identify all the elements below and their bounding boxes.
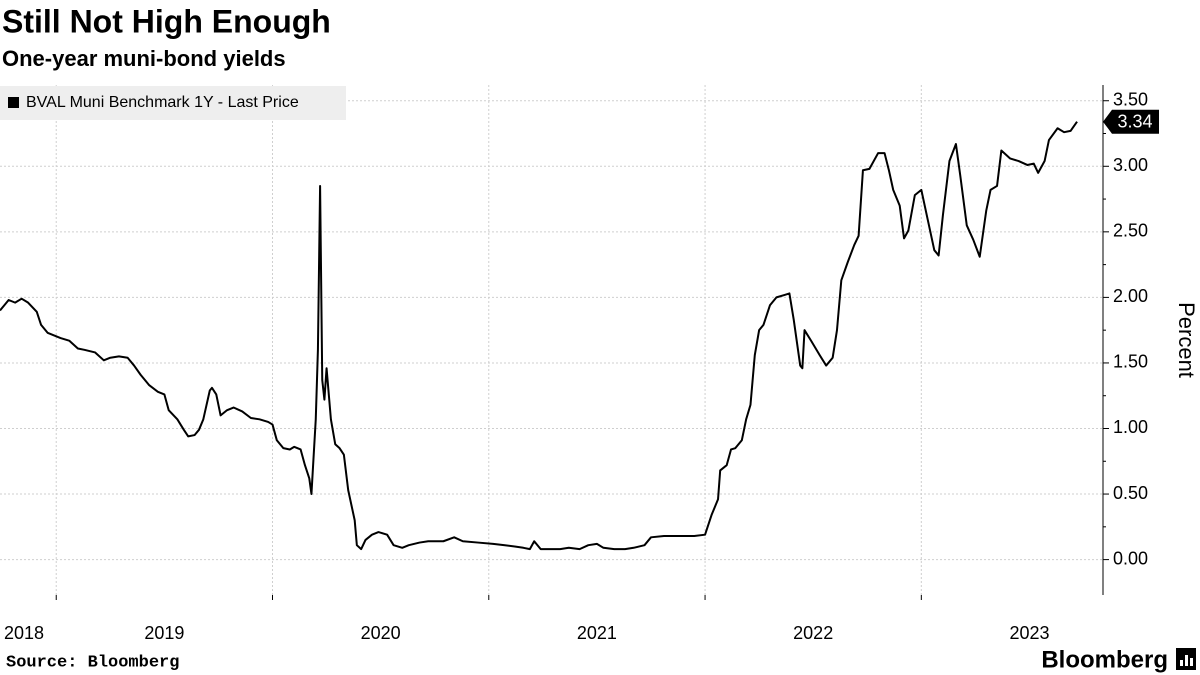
y-axis-title: Percent (1174, 302, 1199, 378)
last-value-tag (1103, 109, 1159, 134)
x-tick-label: 2019 (144, 623, 184, 643)
x-tick-label: 2022 (793, 623, 833, 643)
logo-icon (1176, 648, 1196, 670)
chart-subtitle: One-year muni-bond yields (2, 46, 286, 71)
chart-title: Still Not High Enough (2, 3, 331, 39)
source: Source: Bloomberg (6, 653, 179, 672)
logo-icon-bar (1180, 660, 1183, 666)
x-tick-label: 2023 (1009, 623, 1049, 643)
logo-icon-bar (1190, 658, 1193, 666)
legend-bg (0, 86, 346, 120)
y-tick-label: 1.00 (1113, 417, 1148, 437)
last-value-label: 3.34 (1117, 111, 1152, 131)
logo: Bloomberg (1041, 646, 1168, 673)
line (0, 121, 1078, 551)
legend-swatch (8, 97, 19, 108)
legend-label: BVAL Muni Benchmark 1Y - Last Price (26, 94, 299, 111)
logo-icon-bar (1185, 655, 1188, 666)
y-tick-label: 3.50 (1113, 89, 1148, 109)
x-tick-label: 2021 (577, 623, 617, 643)
y-tick-label: 0.50 (1113, 483, 1148, 503)
legend: BVAL Muni Benchmark 1Y - Last Price (0, 86, 346, 120)
x-tick-label: 2020 (361, 623, 401, 643)
y-tick-label: 3.00 (1113, 155, 1148, 175)
y-tick-label: 1.50 (1113, 352, 1148, 372)
x-tick-label: 2018 (4, 623, 44, 643)
y-tick-label: 0.00 (1113, 548, 1148, 568)
y-tick-label: 2.50 (1113, 221, 1148, 241)
y-tick-label: 2.00 (1113, 286, 1148, 306)
